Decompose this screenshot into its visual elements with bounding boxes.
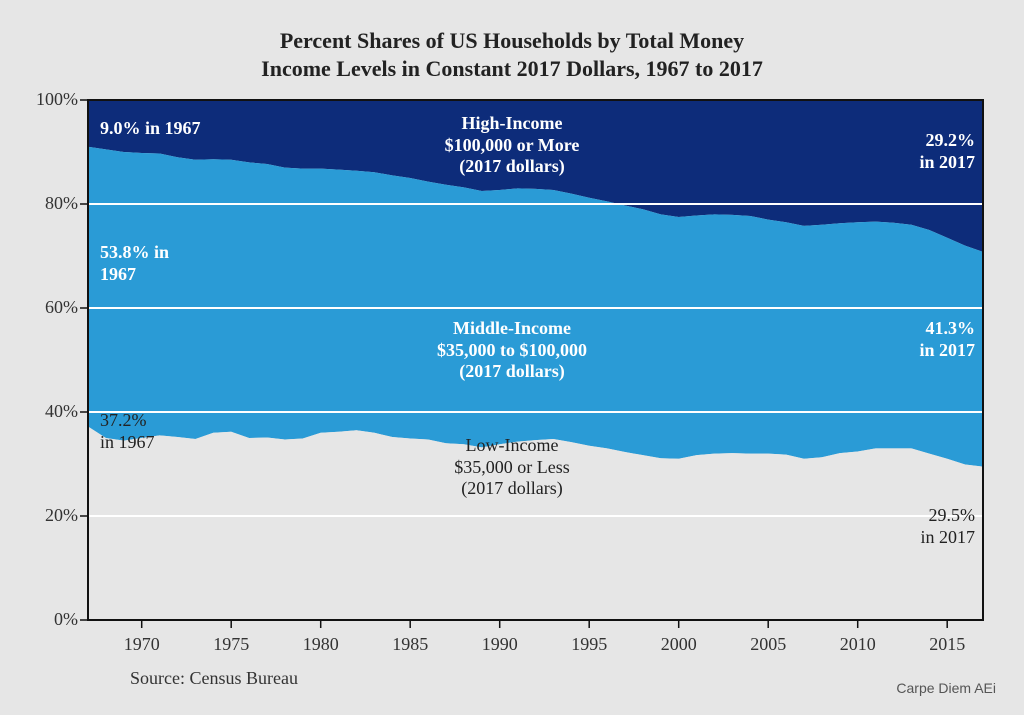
y-axis-label: 40% [18, 401, 78, 422]
x-axis-label: 2005 [738, 634, 798, 655]
y-axis-label: 100% [18, 89, 78, 110]
x-axis-label: 1980 [291, 634, 351, 655]
x-axis-label: 1970 [112, 634, 172, 655]
y-axis-label: 20% [18, 505, 78, 526]
annotation-low_label: Low-Income $35,000 or Less (2017 dollars… [362, 435, 662, 500]
annotation-low_end: 29.5% in 2017 [815, 505, 975, 548]
source-label: Source: Census Bureau [130, 668, 298, 689]
chart-title-line1: Percent Shares of US Households by Total… [0, 28, 1024, 54]
annotation-high_start: 9.0% in 1967 [100, 118, 201, 140]
x-axis-label: 1985 [380, 634, 440, 655]
y-axis-label: 60% [18, 297, 78, 318]
y-axis-label: 80% [18, 193, 78, 214]
annotation-mid_end: 41.3% in 2017 [815, 318, 975, 361]
x-axis-label: 2000 [649, 634, 709, 655]
x-axis-label: 1990 [470, 634, 530, 655]
x-axis-label: 1975 [201, 634, 261, 655]
annotation-high_end: 29.2% in 2017 [815, 130, 975, 173]
annotation-mid_label: Middle-Income $35,000 to $100,000 (2017 … [362, 318, 662, 383]
credit-label: Carpe Diem AEi [896, 680, 996, 696]
annotation-high_label: High-Income $100,000 or More (2017 dolla… [362, 113, 662, 178]
annotation-mid_start: 53.8% in 1967 [100, 242, 169, 285]
x-axis-label: 1995 [559, 634, 619, 655]
annotation-low_start: 37.2% in 1967 [100, 410, 155, 453]
x-axis-label: 2015 [917, 634, 977, 655]
chart-title-line2: Income Levels in Constant 2017 Dollars, … [0, 56, 1024, 82]
x-axis-label: 2010 [828, 634, 888, 655]
y-axis-label: 0% [18, 609, 78, 630]
